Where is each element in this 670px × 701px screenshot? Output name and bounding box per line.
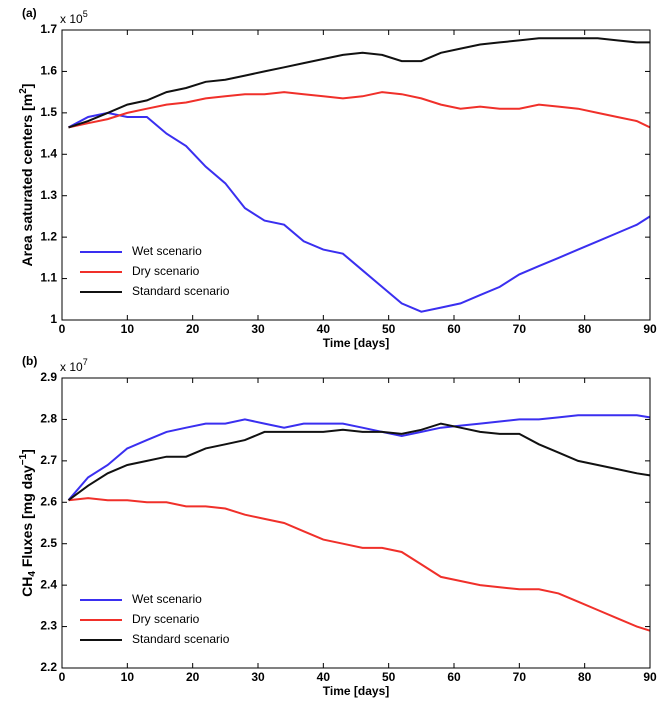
- y-tick-label: 2.6: [40, 494, 57, 508]
- legend-label: Dry scenario: [132, 264, 200, 278]
- x-tick-label: 0: [59, 322, 66, 336]
- y-label-part: ]: [19, 84, 35, 89]
- series-line: [68, 111, 651, 313]
- legend-label: Standard scenario: [132, 284, 230, 298]
- x-tick-label: 40: [317, 322, 331, 336]
- x-tick-label: 50: [382, 322, 396, 336]
- x-tick-label: 90: [643, 670, 657, 684]
- y-tick-label: 1.5: [40, 105, 57, 119]
- legend-label: Dry scenario: [132, 612, 200, 626]
- series-line: [68, 497, 651, 632]
- legend-label: Wet scenario: [132, 244, 202, 258]
- panel-label: (b): [22, 354, 37, 368]
- y-label-part: −1: [18, 453, 29, 465]
- y-tick-label: 1.6: [40, 64, 57, 78]
- y-offset-text: x 105: [60, 9, 88, 26]
- plot-frame: [61, 29, 651, 321]
- x-tick-label: 80: [578, 670, 592, 684]
- y-label-part: CH: [19, 577, 35, 597]
- panel-label: (a): [22, 6, 37, 20]
- x-tick-label: 50: [382, 670, 396, 684]
- y-tick-label: 1.3: [40, 188, 57, 202]
- legend-label: Standard scenario: [132, 632, 230, 646]
- y-label-part: 4: [27, 571, 38, 577]
- y-tick-label: 2.2: [40, 660, 57, 674]
- y-offset-text: x 107: [60, 357, 88, 374]
- x-tick-label: 30: [251, 670, 265, 684]
- x-axis-label: Time [days]: [323, 684, 389, 698]
- series-line: [67, 414, 651, 501]
- y-tick-label: 1.4: [40, 146, 57, 160]
- y-label-part: Area saturated centers [m: [19, 94, 35, 267]
- x-tick-label: 80: [578, 322, 592, 336]
- offset-base: x 10: [60, 12, 83, 26]
- x-tick-label: 20: [186, 670, 200, 684]
- y-tick-label: 2.8: [40, 412, 57, 426]
- series-line: [68, 91, 651, 129]
- x-tick-label: 60: [447, 322, 461, 336]
- y-tick-label: 2.3: [40, 619, 57, 633]
- y-tick-label: 1.1: [40, 271, 57, 285]
- x-tick-label: 70: [513, 322, 527, 336]
- y-tick-label: 2.5: [40, 536, 57, 550]
- y-tick-label: 1.7: [40, 22, 57, 36]
- y-axis-label: Area saturated centers [m2]: [18, 84, 35, 267]
- y-tick-label: 2.4: [40, 577, 57, 591]
- x-tick-label: 10: [121, 670, 135, 684]
- x-tick-label: 40: [317, 670, 331, 684]
- plot-frame: [61, 377, 651, 669]
- y-label-part: Fluxes [mg day: [19, 465, 35, 571]
- y-tick-label: 2.9: [40, 370, 57, 384]
- x-tick-label: 20: [186, 322, 200, 336]
- y-tick-label: 1.2: [40, 229, 57, 243]
- legend-label: Wet scenario: [132, 592, 202, 606]
- x-tick-label: 30: [251, 322, 265, 336]
- series-line: [67, 422, 651, 502]
- y-axis-label: CH4 Fluxes [mg day−1]: [18, 449, 38, 597]
- x-tick-label: 90: [643, 322, 657, 336]
- offset-base: x 10: [60, 360, 83, 374]
- y-tick-label: 2.7: [40, 453, 57, 467]
- x-tick-label: 60: [447, 670, 461, 684]
- offset-exponent: 5: [83, 9, 88, 19]
- x-axis-label: Time [days]: [323, 336, 389, 350]
- series-line: [68, 37, 650, 129]
- x-tick-label: 70: [513, 670, 527, 684]
- x-tick-label: 10: [121, 322, 135, 336]
- y-label-part: ]: [19, 449, 35, 454]
- offset-exponent: 7: [83, 357, 88, 367]
- y-label-part: 2: [18, 88, 29, 94]
- y-tick-label: 1: [50, 312, 57, 326]
- x-tick-label: 0: [59, 670, 66, 684]
